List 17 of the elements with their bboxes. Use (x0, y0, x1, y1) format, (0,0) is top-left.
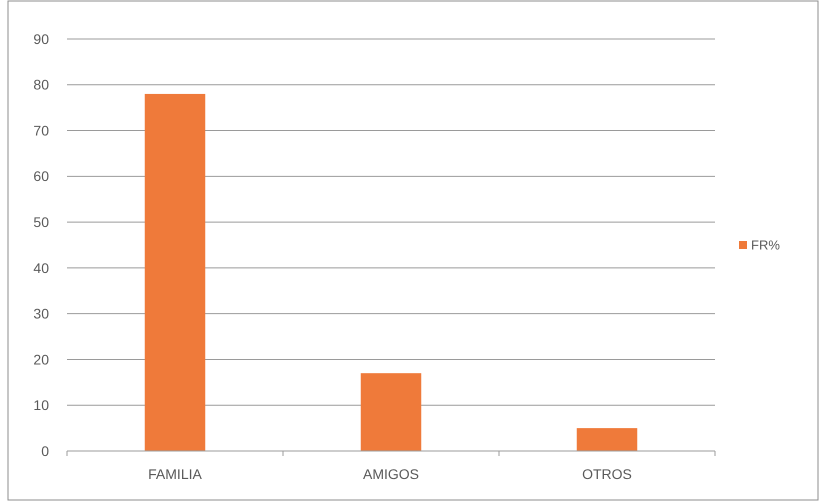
y-tick-label: 60 (33, 168, 50, 184)
y-tick-label: 70 (33, 122, 50, 138)
y-tick-label: 0 (41, 442, 50, 459)
y-tick-label: 20 (33, 351, 50, 368)
x-tick-label: FAMILIA (148, 466, 202, 482)
bar (144, 94, 206, 451)
y-tick-label: 90 (33, 30, 50, 47)
y-tick-label: 80 (33, 76, 50, 93)
y-tick-label: 10 (33, 397, 50, 414)
bar (360, 373, 422, 451)
y-tick-label: 40 (33, 260, 50, 276)
x-tick-label: OTROS (582, 466, 632, 482)
legend-label: FR% (751, 238, 780, 253)
y-tick-label: 30 (33, 306, 50, 322)
x-tick-label: AMIGOS (362, 466, 420, 482)
bar (576, 428, 638, 451)
y-tick-label: 50 (33, 214, 50, 230)
